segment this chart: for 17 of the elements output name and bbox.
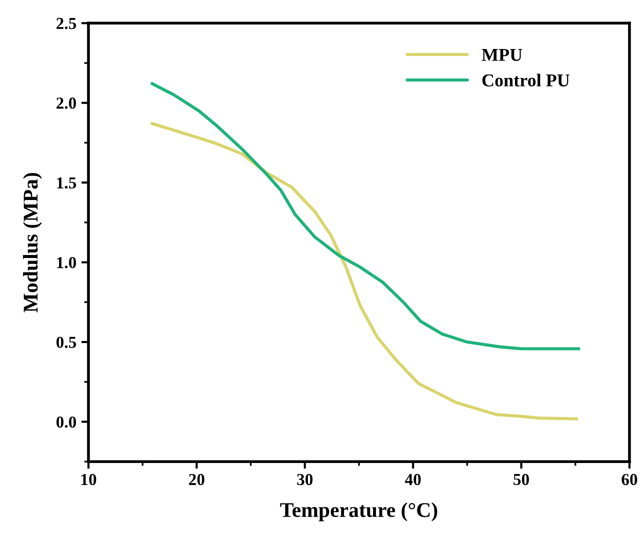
y-tick-label: 2.5 (56, 18, 76, 30)
x-axis-title: Temperature (°C) (280, 502, 438, 522)
y-tick-label: 2.0 (56, 98, 76, 109)
y-tick-label: 1.0 (57, 257, 76, 268)
x-tick-label: 10 (81, 474, 96, 486)
x-tick-label: 40 (404, 474, 421, 486)
x-tick-label: 30 (297, 474, 313, 486)
y-tick-label: 1.5 (57, 177, 76, 189)
legend-label: MPU (482, 48, 522, 61)
x-tick-label: 50 (514, 474, 529, 486)
y-axis-title: Modulus (MPa) (23, 172, 42, 312)
y-tick-label: 0.0 (56, 416, 76, 428)
line-series (150, 122, 578, 420)
legend-label: Control PU (482, 74, 570, 86)
y-tick-label: 0.5 (56, 336, 76, 348)
x-tick-label: 60 (622, 474, 638, 486)
x-tick-label: 20 (189, 474, 204, 486)
